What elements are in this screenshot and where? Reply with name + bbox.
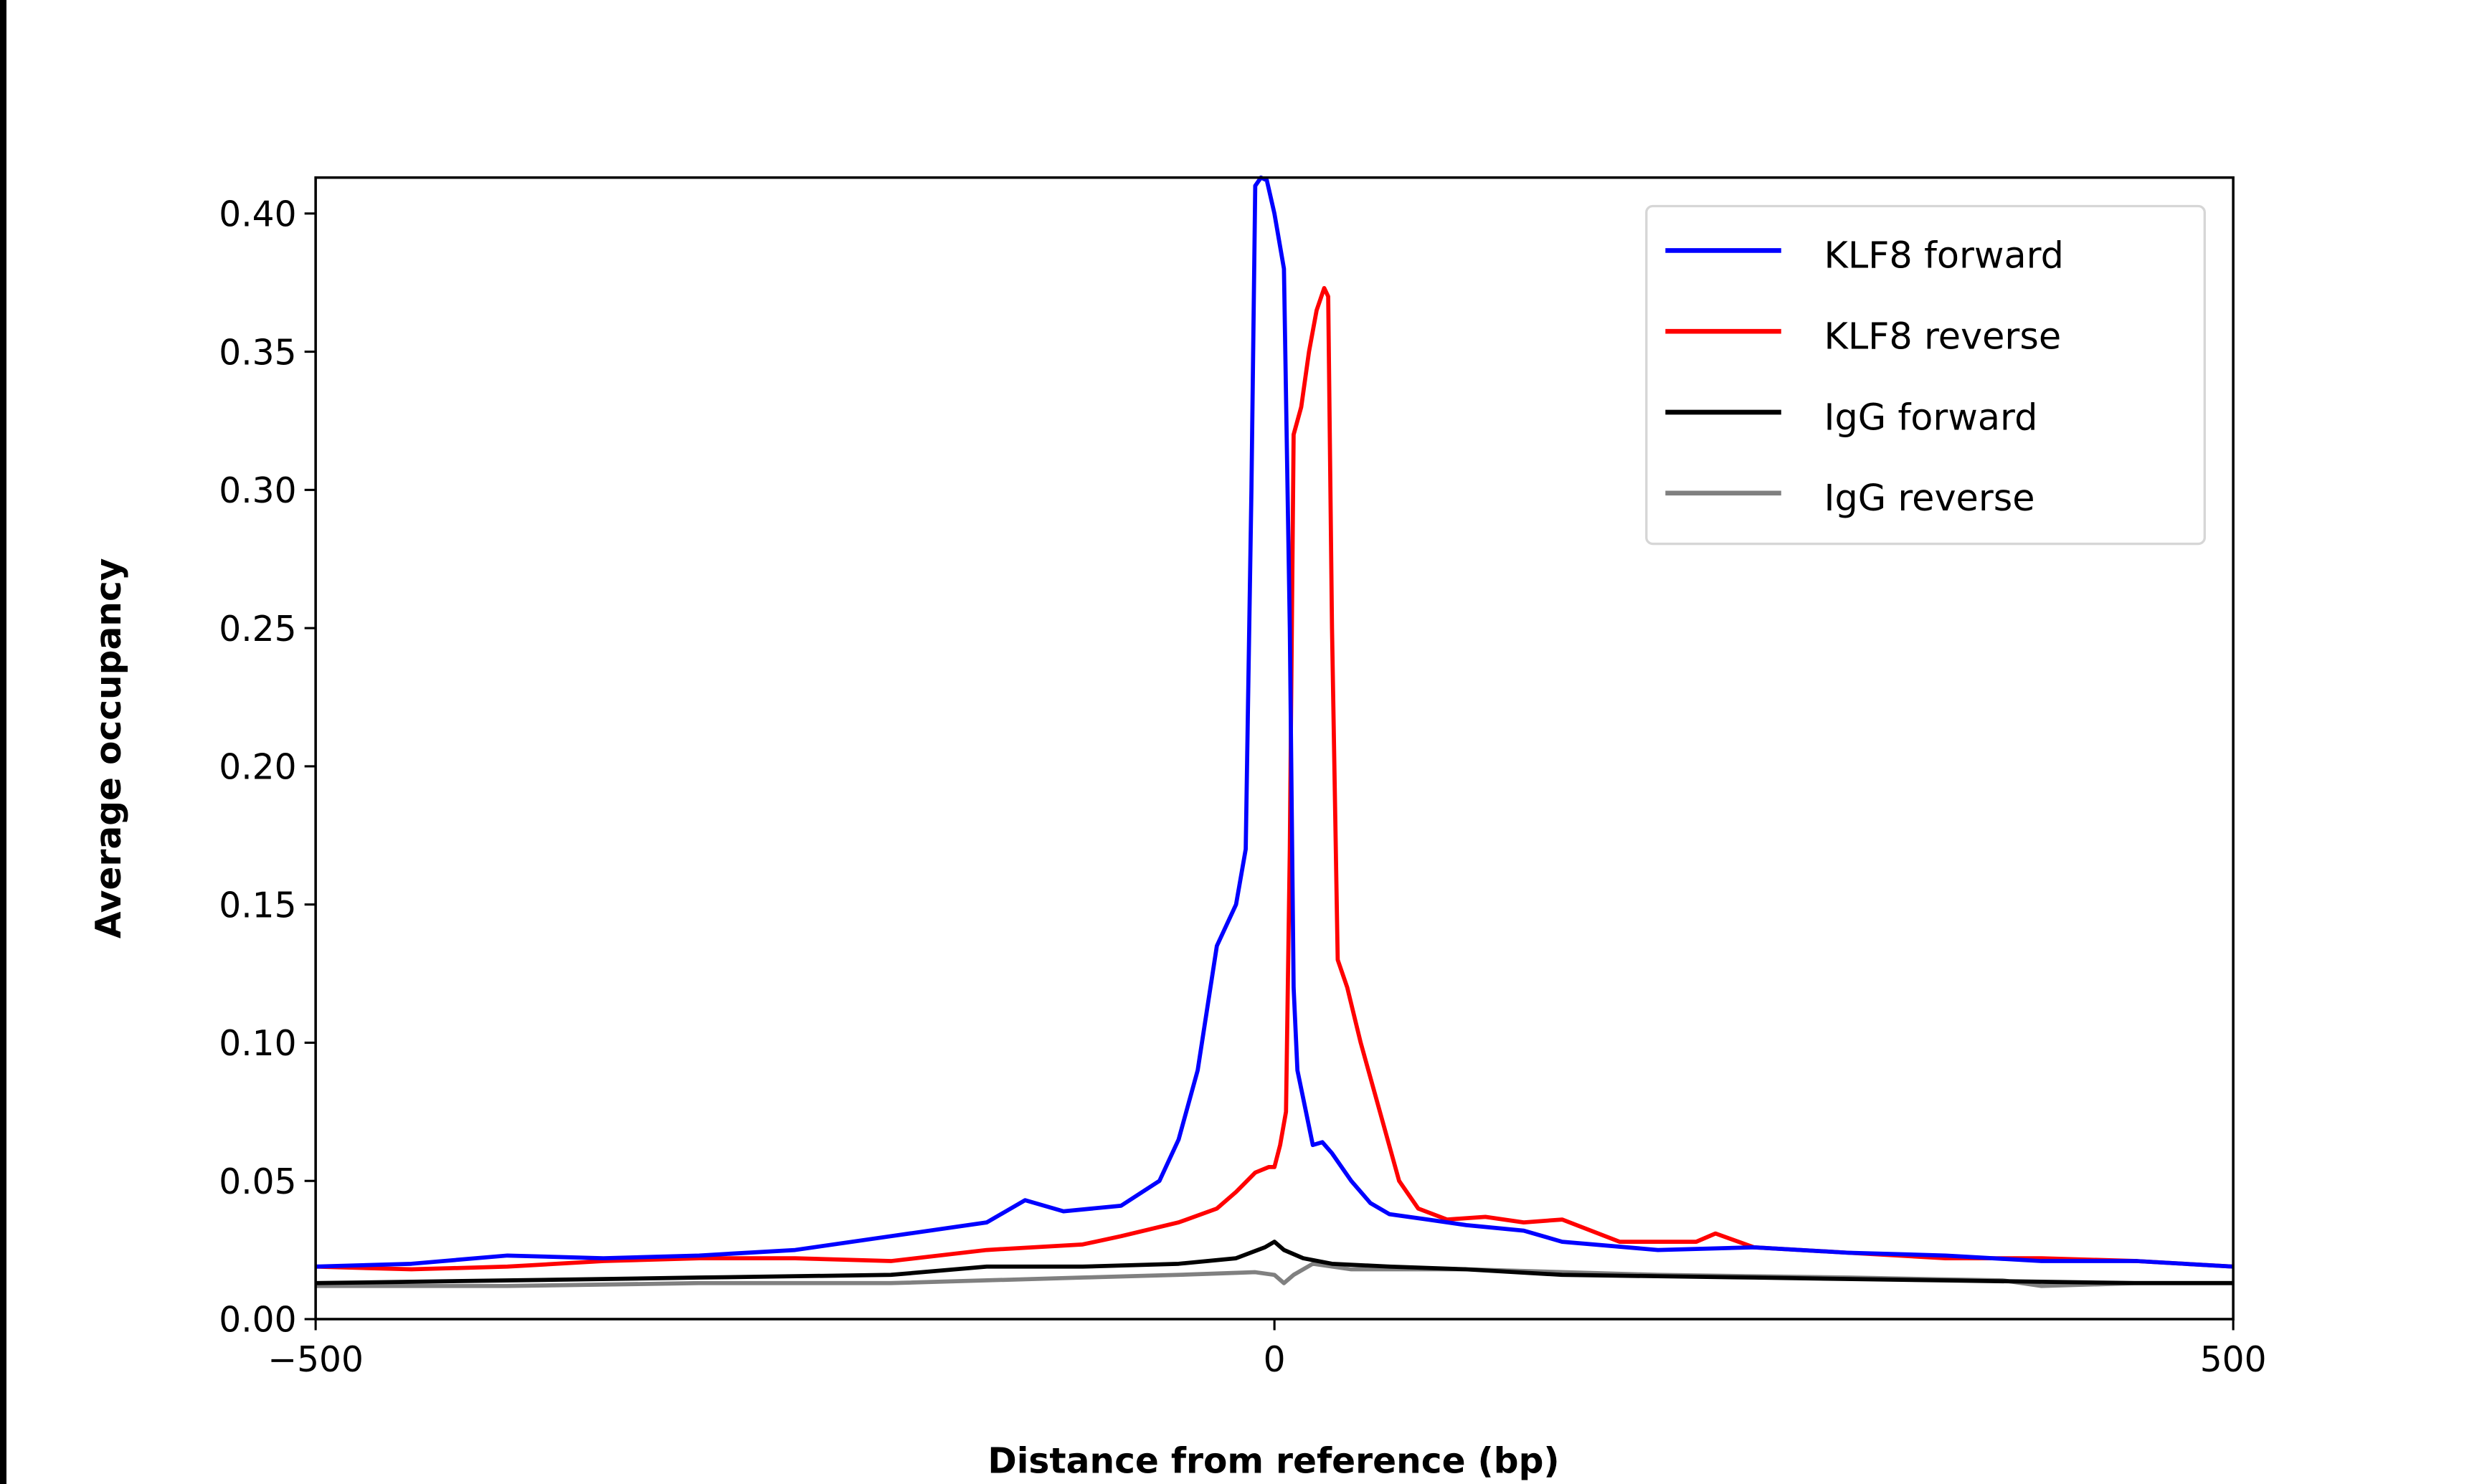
y-axis-label: Average occupancy — [89, 558, 129, 939]
x-axis-label: Distance from reference (bp) — [987, 1442, 1559, 1482]
y-tick-label: 0.05 — [219, 1162, 296, 1202]
legend-label: KLF8 reverse — [1824, 315, 2061, 358]
series-line-igg-reverse — [316, 1261, 2234, 1288]
y-tick-label: 0.30 — [219, 471, 296, 511]
legend-label: IgG forward — [1824, 396, 2037, 438]
y-tick-label: 0.25 — [219, 609, 296, 650]
series-line-igg-forward — [316, 1240, 2234, 1285]
legend-box — [1645, 204, 2206, 546]
x-axis: −500 0 500 — [267, 1319, 2267, 1380]
left-border — [0, 0, 6, 1484]
y-tick-label: 0.35 — [219, 333, 296, 373]
y-tick-label: 0.40 — [219, 195, 296, 235]
legend: KLF8 forward KLF8 reverse IgG forward IgG r… — [1645, 204, 2206, 546]
y-tick-label: 0.20 — [219, 748, 296, 788]
legend-label: IgG reverse — [1824, 477, 2034, 519]
y-tick-label: 0.00 — [219, 1300, 296, 1341]
x-tick-label: 0 — [1264, 1340, 1286, 1380]
y-tick-label: 0.10 — [219, 1024, 296, 1064]
y-tick-label: 0.15 — [219, 885, 296, 926]
x-tick-label: −500 — [267, 1340, 364, 1380]
y-axis: 0.00 0.05 0.10 0.15 0.20 0.25 0.30 0.35 0.40 — [219, 195, 316, 1341]
series-line-klf8-forward — [316, 175, 2234, 1269]
series-line-klf8-reverse — [316, 285, 2234, 1272]
x-tick-label: 500 — [2200, 1340, 2267, 1380]
legend-label: KLF8 forward — [1824, 234, 2063, 277]
series-lines — [316, 175, 2234, 1288]
